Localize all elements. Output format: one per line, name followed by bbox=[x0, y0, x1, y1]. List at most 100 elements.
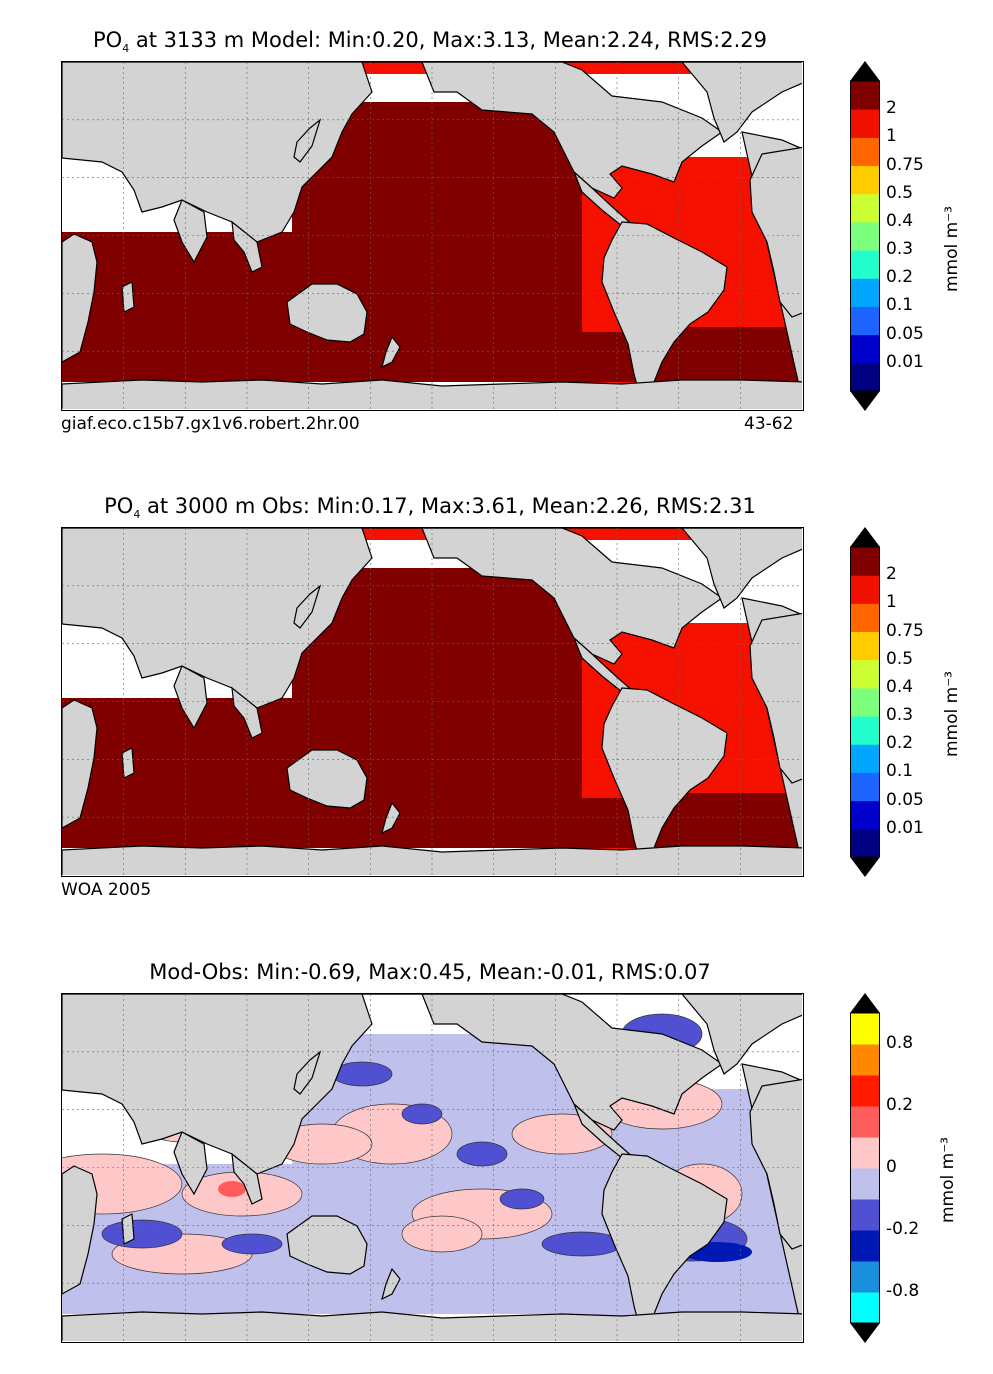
colorbar-segment bbox=[850, 1168, 880, 1200]
panel-3-title: Mod-Obs: Min:-0.69, Max:0.45, Mean:-0.01… bbox=[0, 960, 860, 984]
negative-anomaly-patch bbox=[101, 1219, 183, 1249]
colorbar-segment bbox=[850, 1044, 880, 1076]
panel-2-title: PO4 at 3000 m Obs: Min:0.17, Max:3.61, M… bbox=[0, 494, 860, 521]
colorbar-tick-label: 2 bbox=[886, 564, 897, 585]
land-nz bbox=[381, 335, 401, 369]
colorbar-tick-label: 0.4 bbox=[886, 210, 914, 231]
colorbar-tick-label: 0.75 bbox=[886, 154, 924, 175]
colorbar-tick-label: 2 bbox=[886, 98, 897, 119]
land-japan bbox=[293, 584, 322, 629]
colorbar-segment bbox=[850, 306, 880, 336]
colorbar-segment bbox=[850, 547, 880, 576]
colorbar-tick-label: 0.01 bbox=[886, 817, 924, 838]
panel-1-title-subscript: 4 bbox=[122, 42, 130, 56]
land-madagascar bbox=[121, 1213, 135, 1245]
colorbar-tick-label: 0 bbox=[886, 1157, 897, 1177]
colorbar-tick-label: 0.2 bbox=[886, 733, 914, 754]
negative-anomaly-patch bbox=[221, 1233, 283, 1255]
land-nz bbox=[381, 801, 401, 835]
colorbar-segment bbox=[850, 250, 880, 279]
colorbar-tick-label: 0.4 bbox=[886, 676, 914, 697]
panel-1-title-rest: at 3133 m Model: Min:0.20, Max:3.13, Mea… bbox=[129, 28, 768, 52]
land-india bbox=[173, 199, 208, 264]
colorbar-over-arrow bbox=[850, 527, 880, 547]
panel-2-colorbar bbox=[850, 527, 880, 877]
land-india bbox=[173, 665, 208, 730]
strong-positive-anomaly-patch bbox=[218, 1181, 246, 1197]
colorbar-tick-label: -0.2 bbox=[886, 1219, 920, 1239]
panel-3-title-text: Mod-Obs: Min:-0.69, Max:0.45, Mean:-0.01… bbox=[149, 960, 711, 984]
colorbar-tick-label: 0.2 bbox=[886, 1095, 914, 1115]
land-japan bbox=[293, 1050, 322, 1095]
colorbar-tick-label: 0.8 bbox=[886, 1033, 914, 1053]
land-south-america bbox=[601, 687, 728, 869]
colorbar-under-arrow bbox=[850, 857, 880, 877]
land-australia bbox=[286, 1215, 368, 1275]
colorbar-over-arrow bbox=[850, 61, 880, 81]
land-japan bbox=[293, 118, 322, 163]
colorbar-tick-label: 0.1 bbox=[886, 761, 914, 782]
colorbar-segment bbox=[850, 1075, 880, 1107]
south-atlantic-deep-field bbox=[672, 793, 802, 833]
colorbar-segment bbox=[850, 221, 880, 251]
colorbar-tick-label: -0.8 bbox=[886, 1281, 920, 1301]
colorbar-segment bbox=[850, 334, 880, 364]
colorbar-segment bbox=[850, 659, 880, 689]
colorbar-segment bbox=[850, 744, 880, 773]
colorbar-tick-label: 0.1 bbox=[886, 295, 914, 316]
colorbar-tick-label: 0.5 bbox=[886, 648, 914, 669]
colorbar-tick-label: 0.5 bbox=[886, 182, 914, 203]
land-australia bbox=[286, 749, 368, 809]
land-europe-africa bbox=[62, 597, 802, 868]
panel-2-title-subscript: 4 bbox=[133, 508, 141, 522]
colorbar-segment bbox=[850, 1106, 880, 1138]
south-atlantic-deep-field bbox=[672, 327, 802, 367]
colorbar-segment bbox=[850, 278, 880, 307]
colorbar-segment bbox=[850, 109, 880, 138]
colorbar-segment bbox=[850, 1137, 880, 1169]
panel-2-title-rest: at 3000 m Obs: Min:0.17, Max:3.61, Mean:… bbox=[140, 494, 756, 518]
land-south-america bbox=[601, 221, 728, 403]
colorbar-segment bbox=[850, 575, 880, 604]
land-europe-africa bbox=[62, 1063, 802, 1334]
colorbar-over-arrow bbox=[850, 993, 880, 1013]
panel-1-caption-right: 43-62 bbox=[744, 414, 794, 434]
land-australia bbox=[286, 283, 368, 343]
colorbar-segment bbox=[850, 772, 880, 802]
negative-anomaly-patch bbox=[456, 1141, 508, 1167]
colorbar-segment bbox=[850, 1230, 880, 1262]
positive-anomaly-patch bbox=[401, 1215, 483, 1253]
land-eur-right bbox=[749, 612, 802, 784]
land-greenland bbox=[622, 528, 802, 609]
land-madagascar bbox=[121, 281, 135, 313]
land-nz bbox=[381, 1267, 401, 1301]
colorbar-segment bbox=[850, 716, 880, 745]
panel-1-title: PO4 at 3133 m Model: Min:0.20, Max:3.13,… bbox=[0, 28, 860, 55]
colorbar-tick-label: 1 bbox=[886, 126, 897, 147]
colorbar-segment bbox=[850, 631, 880, 661]
colorbar-segment bbox=[850, 828, 880, 858]
colorbar-segment bbox=[850, 137, 880, 167]
land-north-america bbox=[162, 528, 724, 665]
colorbar-under-arrow bbox=[850, 1323, 880, 1343]
colorbar-segment bbox=[850, 1292, 880, 1324]
panel-1-map bbox=[61, 61, 804, 411]
colorbar-segment bbox=[850, 1261, 880, 1293]
land-north-america bbox=[162, 62, 724, 199]
panel-1-units-label: mmol m⁻³ bbox=[942, 206, 962, 292]
colorbar-segment bbox=[850, 800, 880, 830]
land-madagascar bbox=[121, 747, 135, 779]
panel-2-units-label: mmol m⁻³ bbox=[942, 671, 962, 757]
colorbar-under-arrow bbox=[850, 391, 880, 411]
land-europe-africa bbox=[62, 131, 802, 402]
panel-1-caption-left: giaf.eco.c15b7.gx1v6.robert.2hr.00 bbox=[61, 414, 360, 434]
panel-2-caption-left: WOA 2005 bbox=[61, 880, 152, 900]
land-north-america bbox=[162, 994, 724, 1131]
colorbar-tick-label: 0.2 bbox=[886, 267, 914, 288]
colorbar-tick-label: 0.3 bbox=[886, 705, 914, 726]
colorbar-tick-label: 1 bbox=[886, 592, 897, 613]
land-south-america bbox=[601, 1153, 728, 1335]
colorbar-segment bbox=[850, 1013, 880, 1045]
colorbar-tick-label: 0.05 bbox=[886, 323, 924, 344]
colorbar-segment bbox=[850, 193, 880, 223]
